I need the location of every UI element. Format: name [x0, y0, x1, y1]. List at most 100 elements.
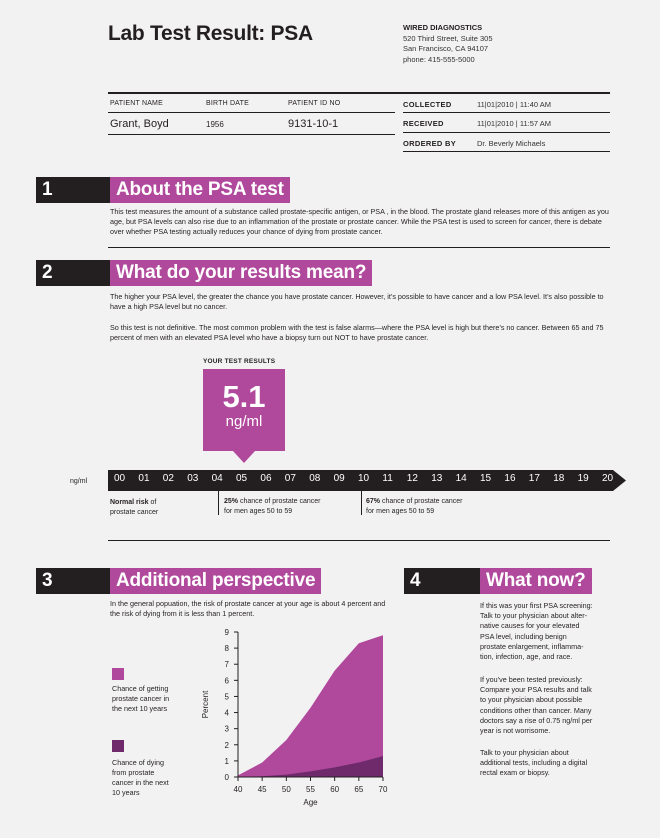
ordered-by-label: ORDERED BY [403, 139, 457, 148]
scale-tick-10: 10 [358, 473, 370, 484]
y-tick-label-6: 6 [225, 676, 230, 685]
x-tick-label-70: 70 [379, 785, 388, 794]
s4-p1-l1: If this was your first PSA screening: [480, 601, 593, 610]
section-1-number: 1 [36, 177, 96, 203]
y-tick-label-5: 5 [225, 692, 230, 701]
section-4-para2: If you’ve been tested previously: Compar… [480, 675, 630, 736]
s4-p2-l2: Compare your PSA results and talk [480, 685, 592, 695]
s4-p1-l3: native causes for your elevated [480, 621, 580, 631]
scale-tick-04: 04 [211, 473, 223, 484]
zone-normal-bold: Normal risk [110, 499, 149, 506]
s4-p3-l3: rectal exam or biopsy. [480, 768, 550, 778]
y-tick-label-2: 2 [225, 741, 230, 750]
legend-dying-line4: 10 years [112, 788, 140, 797]
section-1-divider [108, 247, 610, 248]
x-tick-label-50: 50 [282, 785, 291, 794]
x-tick-label-40: 40 [234, 785, 243, 794]
section-3-text: In the general popuation, the risk of pr… [110, 599, 386, 619]
section-1-connector [96, 177, 110, 203]
scale-tick-08: 08 [309, 473, 321, 484]
s4-p1-l2: Talk to your physician about alter- [480, 611, 588, 621]
patient-name-label: PATIENT NAME [110, 100, 163, 107]
section-4-para3: Talk to your physician about additional … [480, 748, 630, 779]
s4-p2-l3: to your physician about possible [480, 695, 583, 705]
zone-normal-text: Normal risk of prostate cancer [110, 498, 158, 518]
patient-id-label: PATIENT ID NO [288, 100, 341, 107]
section-3-number: 3 [36, 568, 96, 594]
section-1-title: About the PSA test [110, 177, 290, 203]
section-2-connector [96, 260, 110, 286]
scale-tick-15: 15 [480, 473, 492, 484]
scale-tick-07: 07 [284, 473, 296, 484]
birth-date: 1956 [206, 120, 224, 129]
legend-dying-line3: cancer in the next [112, 778, 169, 787]
scale-tick-14: 14 [455, 473, 467, 484]
received-value: 11|01|2010 | 11:57 AM [477, 119, 551, 128]
legend-getting-line2: prostate cancer in [112, 694, 170, 703]
s4-p3-l1: Talk to your physician about [480, 748, 569, 757]
section-4-connector [464, 568, 480, 594]
lab-phone: phone: 415-555-5000 [403, 55, 475, 64]
scale-tick-11: 11 [382, 473, 393, 484]
section-4-number: 4 [404, 568, 464, 594]
result-value: 5.1 [222, 379, 266, 414]
area-series-2 [238, 756, 383, 777]
scale-tick-03: 03 [187, 473, 199, 484]
scale-tick-20: 20 [602, 473, 614, 484]
x-tick-label-60: 60 [330, 785, 339, 794]
section-2-para1: The higher your PSA level, the greater t… [110, 292, 604, 312]
x-tick-label-45: 45 [258, 785, 267, 794]
zone-25-rest: chance of prostate cancer [238, 498, 321, 505]
scale-tick-18: 18 [553, 473, 565, 484]
section-2-para2: So this test is not definitive. The most… [110, 323, 604, 343]
zone-25-bold: 25% [224, 498, 239, 505]
patient-divider [108, 112, 395, 113]
scale-tick-17: 17 [528, 473, 540, 484]
section-4-para1: If this was your first PSA screening: Ta… [480, 601, 630, 662]
s4-p1-l6: tion, infection, age, and race. [480, 652, 573, 662]
result-unit: ng/ml [225, 413, 263, 430]
section-2-title: What do your results mean? [110, 260, 373, 286]
page-title: Lab Test Result: PSA [108, 22, 313, 45]
area-series-1 [238, 635, 383, 777]
birth-date-label: BIRTH DATE [206, 100, 249, 107]
scale-unit-label: ng/ml [70, 478, 88, 485]
collected-label: COLLECTED [403, 100, 452, 109]
s4-p2-l4: conditions other than cancer. Many [480, 705, 592, 715]
y-tick-label-4: 4 [225, 709, 230, 718]
scale-tick-09: 09 [333, 473, 345, 484]
scale-tick-02: 02 [162, 473, 174, 484]
legend-swatch-getting [112, 668, 124, 680]
section-2-number: 2 [36, 260, 96, 286]
legend-dying: Chance of dying from prostate cancer in … [112, 758, 169, 798]
s4-p2-l5: doctors say a rise of 0.75 ng/ml per [480, 715, 593, 725]
zone-67-line2: for men ages 50 to 59 [366, 508, 435, 515]
scale-tick-19: 19 [577, 473, 589, 484]
scale-tick-06: 06 [260, 473, 272, 484]
y-tick-label-8: 8 [225, 644, 230, 653]
s4-p2-l1: If you’ve been tested previously: [480, 675, 583, 684]
s4-p1-l5: prostate enlargement, inflamma- [480, 641, 584, 651]
scale-tick-05: 05 [236, 473, 248, 484]
collected-divider [403, 112, 610, 113]
s4-p1-l4: PSA level, including benign [480, 631, 567, 641]
zone-67-rest: chance of prostate cancer [380, 498, 463, 505]
scale-tick-12: 12 [406, 473, 418, 484]
ordered-by-value: Dr. Beverly Michaels [477, 139, 546, 148]
s4-p3-l2: additional tests, including a digital [480, 758, 588, 768]
scale-tick-13: 13 [431, 473, 443, 484]
result-pointer [233, 451, 255, 463]
patient-bottom-rule [108, 134, 395, 135]
received-divider [403, 132, 610, 133]
y-axis-label: Percent [201, 690, 210, 718]
lab-address-line1: 520 Third Street, Suite 305 [403, 34, 493, 43]
x-tick-label-65: 65 [354, 785, 363, 794]
zone-25-text: 25% chance of prostate cancer for men ag… [224, 497, 321, 517]
legend-getting: Chance of getting prostate cancer in the… [112, 684, 169, 714]
section-3-title: Additional perspective [110, 568, 322, 594]
zone-67-bold: 67% [366, 498, 381, 505]
s4-p2-l6: year is not worrisome. [480, 726, 551, 736]
legend-getting-line1: Chance of getting [112, 684, 169, 693]
zone-normal-rest: of [148, 499, 157, 506]
y-tick-label-7: 7 [225, 660, 230, 669]
